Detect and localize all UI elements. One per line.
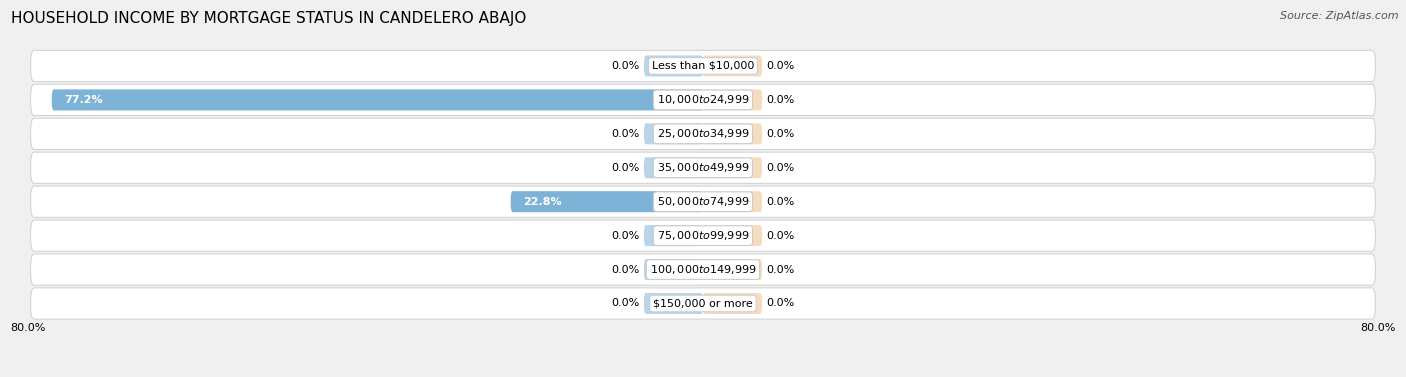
Text: HOUSEHOLD INCOME BY MORTGAGE STATUS IN CANDELERO ABAJO: HOUSEHOLD INCOME BY MORTGAGE STATUS IN C…: [11, 11, 527, 26]
Text: 0.0%: 0.0%: [766, 197, 794, 207]
FancyBboxPatch shape: [52, 89, 703, 110]
FancyBboxPatch shape: [703, 259, 762, 280]
Text: $10,000 to $24,999: $10,000 to $24,999: [657, 93, 749, 106]
Text: 22.8%: 22.8%: [523, 197, 562, 207]
FancyBboxPatch shape: [644, 157, 703, 178]
Text: $100,000 to $149,999: $100,000 to $149,999: [650, 263, 756, 276]
Text: 0.0%: 0.0%: [612, 265, 640, 274]
FancyBboxPatch shape: [703, 157, 762, 178]
FancyBboxPatch shape: [644, 259, 703, 280]
FancyBboxPatch shape: [31, 288, 1375, 319]
Text: 0.0%: 0.0%: [766, 61, 794, 71]
Text: $75,000 to $99,999: $75,000 to $99,999: [657, 229, 749, 242]
Text: $150,000 or more: $150,000 or more: [654, 299, 752, 308]
Text: 0.0%: 0.0%: [612, 61, 640, 71]
FancyBboxPatch shape: [703, 55, 762, 77]
Text: 0.0%: 0.0%: [612, 163, 640, 173]
FancyBboxPatch shape: [644, 225, 703, 246]
FancyBboxPatch shape: [31, 186, 1375, 217]
Text: 0.0%: 0.0%: [612, 129, 640, 139]
FancyBboxPatch shape: [31, 51, 1375, 81]
Text: 0.0%: 0.0%: [612, 299, 640, 308]
FancyBboxPatch shape: [703, 191, 762, 212]
FancyBboxPatch shape: [644, 293, 703, 314]
FancyBboxPatch shape: [703, 225, 762, 246]
FancyBboxPatch shape: [644, 55, 703, 77]
Text: $25,000 to $34,999: $25,000 to $34,999: [657, 127, 749, 140]
FancyBboxPatch shape: [31, 152, 1375, 183]
FancyBboxPatch shape: [31, 84, 1375, 115]
FancyBboxPatch shape: [31, 220, 1375, 251]
Text: 0.0%: 0.0%: [766, 95, 794, 105]
Text: 0.0%: 0.0%: [612, 231, 640, 241]
FancyBboxPatch shape: [703, 123, 762, 144]
FancyBboxPatch shape: [644, 123, 703, 144]
Text: $35,000 to $49,999: $35,000 to $49,999: [657, 161, 749, 174]
Text: 0.0%: 0.0%: [766, 299, 794, 308]
FancyBboxPatch shape: [703, 89, 762, 110]
FancyBboxPatch shape: [31, 118, 1375, 149]
FancyBboxPatch shape: [510, 191, 703, 212]
Text: Less than $10,000: Less than $10,000: [652, 61, 754, 71]
FancyBboxPatch shape: [703, 293, 762, 314]
Text: 0.0%: 0.0%: [766, 231, 794, 241]
Text: 77.2%: 77.2%: [65, 95, 103, 105]
Text: Source: ZipAtlas.com: Source: ZipAtlas.com: [1281, 11, 1399, 21]
FancyBboxPatch shape: [31, 254, 1375, 285]
Text: 0.0%: 0.0%: [766, 163, 794, 173]
Text: 0.0%: 0.0%: [766, 129, 794, 139]
Text: $50,000 to $74,999: $50,000 to $74,999: [657, 195, 749, 208]
Text: 0.0%: 0.0%: [766, 265, 794, 274]
